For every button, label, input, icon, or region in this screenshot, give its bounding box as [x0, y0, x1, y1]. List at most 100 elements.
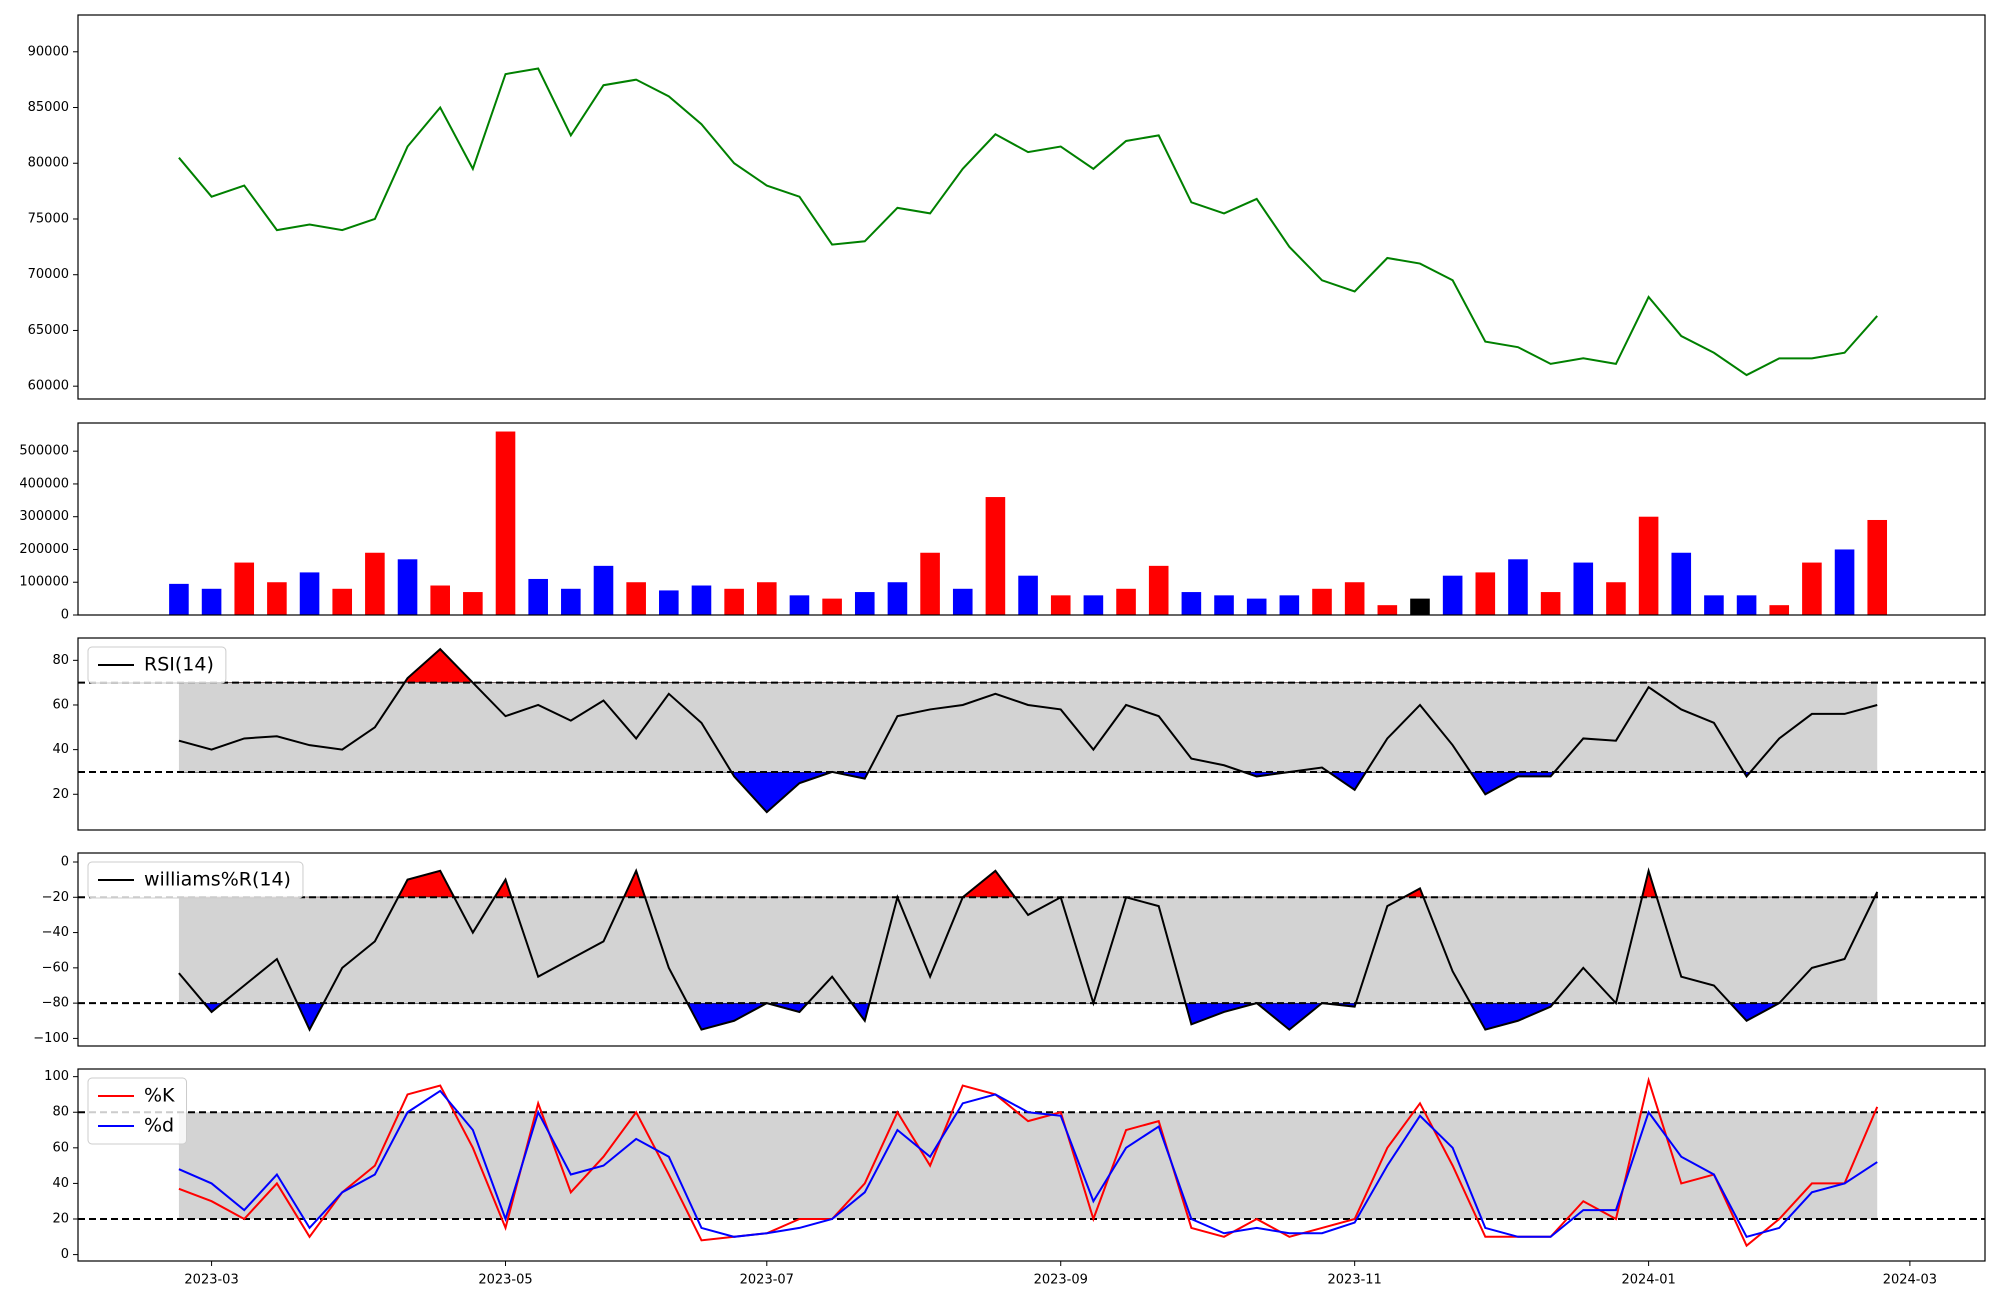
axes-frame: [77, 1068, 1986, 1262]
bar: [365, 552, 385, 615]
legend-label: williams%R(14): [144, 869, 291, 891]
legend-box: [87, 646, 227, 684]
bar: [985, 497, 1006, 615]
x-tick-label: 2023-11: [1328, 1273, 1382, 1288]
axes-frame: [77, 14, 1986, 400]
bar: [854, 592, 875, 615]
bar: [1540, 592, 1561, 615]
legend-label: %d: [144, 1115, 174, 1137]
y-tick-label: 40: [52, 1176, 69, 1191]
y-tick-label: −60: [42, 960, 69, 975]
y-tick-label: 20: [52, 1212, 69, 1227]
y-tick-label: 80: [52, 653, 69, 668]
bar: [463, 592, 483, 615]
panel: 0 20 40 60 80 100 %K %d: [44, 1068, 1986, 1262]
y-tick-label: −40: [42, 925, 69, 940]
y-tick-label: 65000: [28, 323, 69, 338]
axes-frame: [77, 637, 1986, 831]
bar: [1344, 582, 1365, 615]
series-line: [178, 1089, 1878, 1238]
panel: −100 −80 −60 −40 −20 0 williams%R(14): [33, 852, 1986, 1047]
y-tick-label: 0: [61, 854, 69, 869]
bar: [1867, 519, 1888, 615]
bar: [756, 582, 777, 615]
y-tick-label: 80: [52, 1105, 69, 1120]
panel: 0 100000 200000 300000 400000 500000: [19, 422, 1986, 623]
bar: [430, 585, 450, 615]
panel: 60000 65000 70000 75000 80000 85000 90000: [28, 14, 1986, 400]
bar: [1116, 588, 1136, 615]
bar: [1214, 595, 1234, 615]
bar: [1802, 562, 1822, 615]
x-tick-label: 2023-09: [1034, 1273, 1088, 1288]
y-tick-label: 500000: [19, 444, 69, 459]
bar: [920, 552, 940, 615]
bar: [1671, 552, 1692, 615]
threshold-fill: [178, 648, 1878, 683]
x-tick-label: 2023-07: [740, 1273, 794, 1288]
bar: [789, 595, 810, 615]
bar: [822, 598, 842, 615]
bar: [1410, 598, 1430, 615]
bar: [952, 588, 973, 615]
bar: [397, 559, 418, 615]
band-fill: [178, 682, 1878, 772]
axes-frame: [77, 852, 1986, 1047]
bar: [169, 583, 189, 615]
legend-box: [87, 861, 304, 899]
bar: [593, 565, 614, 615]
bar: [691, 585, 712, 615]
series-line: [178, 67, 1878, 377]
axes-frame: [77, 422, 1986, 616]
series-line: [178, 1076, 1879, 1248]
y-tick-label: 200000: [19, 542, 69, 557]
series-line: [178, 647, 1878, 814]
y-tick-label: 0: [61, 608, 69, 623]
legend-label: RSI(14): [144, 654, 214, 676]
bar: [1050, 595, 1071, 615]
y-tick-label: 0: [61, 1247, 69, 1262]
bar: [1704, 595, 1724, 615]
bar: [1279, 595, 1300, 615]
bar: [1148, 565, 1169, 615]
bar: [1638, 516, 1659, 615]
y-tick-label: 85000: [28, 100, 69, 115]
y-tick-label: 40: [52, 742, 69, 757]
bar: [724, 588, 744, 615]
bar: [1606, 582, 1626, 615]
bar: [561, 588, 581, 615]
band-fill: [178, 1112, 1878, 1220]
legend-box: [87, 1077, 188, 1145]
bar: [332, 588, 353, 615]
y-tick-label: 400000: [19, 476, 69, 491]
y-tick-label: 100: [44, 1069, 69, 1084]
bar: [1312, 588, 1332, 615]
y-tick-label: 80000: [28, 156, 69, 171]
bar: [299, 572, 320, 615]
bar: [659, 590, 679, 615]
bar: [1475, 572, 1496, 615]
bar: [528, 578, 548, 615]
bar: [1573, 562, 1594, 615]
bar: [1377, 605, 1398, 615]
y-tick-label: −80: [42, 996, 69, 1011]
y-tick-label: 60000: [28, 379, 69, 394]
bar: [626, 582, 646, 615]
y-tick-label: 75000: [28, 211, 69, 226]
bar: [1083, 595, 1104, 615]
bar: [1508, 559, 1528, 615]
bar: [1246, 598, 1267, 615]
x-tick-label: 2024-01: [1621, 1273, 1675, 1288]
y-tick-label: −100: [33, 1031, 69, 1046]
y-tick-label: 20: [52, 787, 69, 802]
legend-label: %K: [144, 1085, 175, 1107]
panel: 20 40 60 80 RSI(14): [52, 637, 1986, 831]
bar: [201, 588, 222, 615]
bar: [1018, 575, 1038, 615]
y-tick-label: 60: [52, 697, 69, 712]
series-line: [178, 867, 1879, 1032]
y-tick-label: 90000: [28, 44, 69, 59]
bar: [267, 582, 287, 615]
x-tick-label: 2023-05: [478, 1273, 532, 1288]
